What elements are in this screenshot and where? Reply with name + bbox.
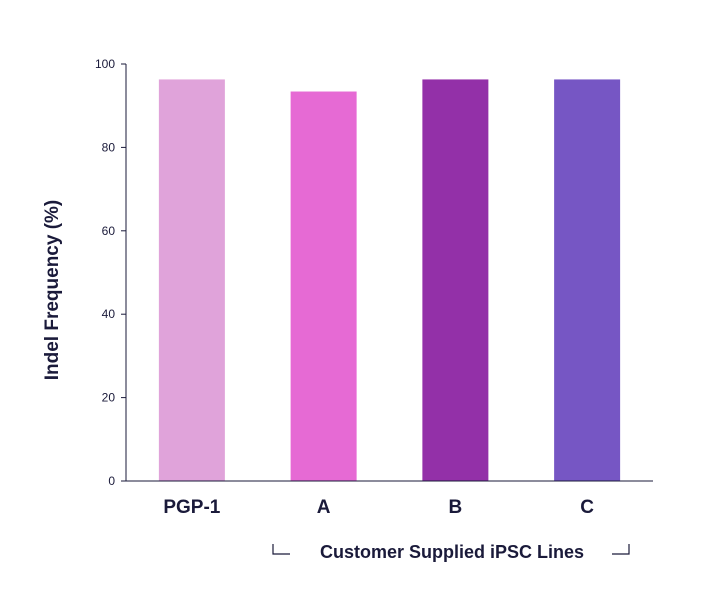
y-tick-label: 20 <box>102 391 116 405</box>
bar-c <box>554 79 621 481</box>
y-axis-title: Indel Frequency (%) <box>42 200 63 381</box>
x-tick-label: A <box>317 497 331 518</box>
bar-a <box>290 91 357 481</box>
bracket-right <box>612 544 630 555</box>
y-tick-label: 40 <box>102 307 116 321</box>
group-label: Customer Supplied iPSC Lines <box>320 542 584 562</box>
bracket-left <box>272 544 290 555</box>
x-axis-labels: PGP-1 A B C <box>163 497 594 518</box>
y-tick-label: 60 <box>102 224 116 238</box>
group-bracket: Customer Supplied iPSC Lines <box>272 542 630 562</box>
y-tick-label: 100 <box>95 57 115 71</box>
y-tick-label: 80 <box>102 140 116 154</box>
y-tick-label: 0 <box>108 474 115 488</box>
bars <box>158 79 621 481</box>
x-tick-label: C <box>580 497 594 518</box>
y-axis-ticks: 0 20 40 60 80 100 <box>95 57 126 488</box>
bar-pgp-1 <box>158 79 225 481</box>
x-tick-label: PGP-1 <box>163 497 220 518</box>
bar-b <box>422 79 489 481</box>
x-tick-label: B <box>449 497 463 518</box>
